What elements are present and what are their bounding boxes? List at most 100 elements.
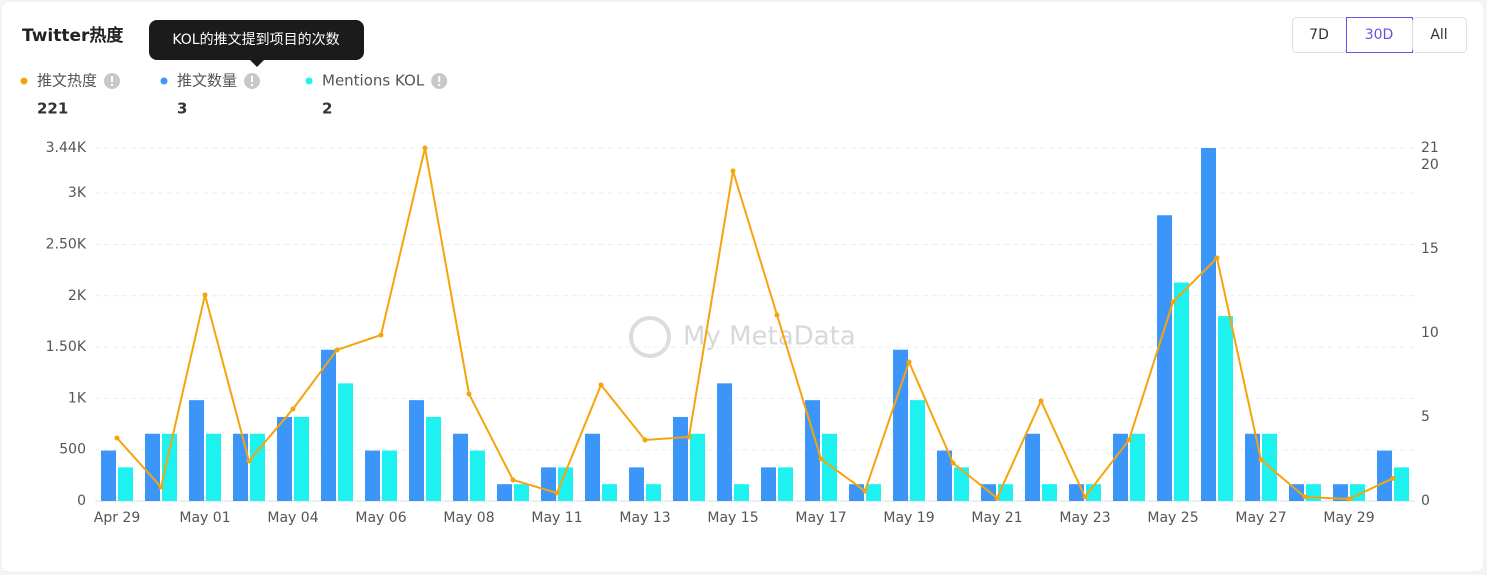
- bar: [1069, 484, 1084, 501]
- range-button-label[interactable]: 7D: [1309, 27, 1329, 43]
- bar: [1130, 433, 1145, 501]
- bar: [470, 450, 485, 501]
- line-point: [1082, 494, 1088, 500]
- bar: [1042, 484, 1057, 501]
- y-tick-label: 1K: [68, 390, 87, 406]
- bar: [602, 484, 617, 501]
- line-point: [1126, 437, 1132, 443]
- bar: [1086, 484, 1101, 501]
- line-point: [774, 312, 780, 318]
- info-icon-mark: [251, 76, 254, 82]
- info-icon-mark: [251, 84, 254, 86]
- y-tick-label: 2.50K: [46, 236, 87, 252]
- bar: [1025, 433, 1040, 501]
- line: [116, 147, 1394, 501]
- bar: [453, 433, 468, 501]
- x-tick-label: May 04: [267, 510, 318, 526]
- bar: [250, 433, 265, 501]
- bar: [1174, 282, 1189, 501]
- line-point: [1170, 299, 1176, 305]
- bar: [937, 450, 952, 501]
- y2-tick-label: 5: [1421, 409, 1430, 425]
- line-point: [818, 456, 824, 462]
- line-point: [1302, 494, 1308, 500]
- y2-tick-label: 20: [1421, 157, 1439, 173]
- bar: [321, 349, 336, 501]
- bar: [717, 383, 732, 501]
- bar: [585, 433, 600, 501]
- bar: [805, 400, 820, 501]
- x-tick-label: May 17: [795, 510, 846, 526]
- bar: [646, 484, 661, 501]
- tooltip-arrow: [250, 60, 264, 67]
- line-point: [378, 332, 384, 338]
- info-icon-mark: [438, 76, 441, 82]
- x-tick-label: Apr 29: [94, 510, 140, 526]
- bar: [514, 484, 529, 501]
- line-point: [1258, 457, 1264, 463]
- range-button[interactable]: [1412, 17, 1467, 53]
- tooltip-box: [149, 20, 364, 60]
- x-tick-label: May 06: [355, 510, 406, 526]
- y-tick-label: 2K: [68, 288, 87, 304]
- line-point: [510, 477, 516, 483]
- line-point: [642, 437, 648, 443]
- x-tick-label: May 15: [707, 510, 758, 526]
- bar: [673, 416, 688, 501]
- bar: [734, 484, 749, 501]
- bar: [778, 467, 793, 501]
- legend-label: 推文热度: [37, 72, 97, 90]
- y-tick-label: 0: [77, 493, 86, 509]
- bar: [690, 433, 705, 501]
- line-point: [598, 382, 604, 388]
- legend-value: 3: [177, 100, 187, 118]
- x-tick-label: May 25: [1147, 510, 1198, 526]
- range-button-label[interactable]: 30D: [1365, 27, 1394, 43]
- bar: [294, 416, 309, 501]
- legend-dot: [160, 77, 168, 85]
- bar: [382, 450, 397, 501]
- watermark: My MetaData: [683, 322, 856, 352]
- bar: [910, 400, 925, 501]
- y-tick-label: 500: [59, 442, 86, 458]
- bar: [1157, 215, 1172, 501]
- line-point: [246, 458, 252, 464]
- x-tick-label: May 27: [1235, 510, 1286, 526]
- line-point: [906, 359, 912, 365]
- x-tick-label: May 01: [179, 510, 230, 526]
- bar: [118, 467, 133, 501]
- bar: [101, 450, 116, 501]
- legend-dot: [20, 77, 28, 85]
- bar: [761, 467, 776, 501]
- bar: [558, 467, 573, 501]
- bar: [1245, 433, 1260, 501]
- bar: [1113, 433, 1128, 501]
- line-point: [862, 488, 868, 494]
- bar: [189, 400, 204, 501]
- legend-value: 2: [322, 100, 332, 118]
- line-point: [202, 292, 208, 298]
- legend-label: Mentions KOL: [322, 72, 425, 90]
- bar: [338, 383, 353, 501]
- bar: [1377, 450, 1392, 501]
- bar: [1333, 484, 1348, 501]
- info-icon-mark: [438, 84, 441, 86]
- bar: [233, 433, 248, 501]
- line-point: [994, 495, 1000, 501]
- chart-title: Twitter热度: [22, 25, 124, 46]
- bar: [206, 433, 221, 501]
- y2-tick-label: 10: [1421, 325, 1439, 341]
- range-button-label[interactable]: All: [1430, 27, 1447, 43]
- line-point: [1346, 496, 1352, 502]
- line-point: [1214, 255, 1220, 261]
- bar: [277, 416, 292, 501]
- bar: [162, 433, 177, 501]
- line-point: [730, 168, 736, 174]
- x-tick-label: May 08: [443, 510, 494, 526]
- tooltip-text: KOL的推文提到项目的次数: [172, 32, 339, 48]
- bar: [426, 416, 441, 501]
- y-tick-label: 3K: [68, 185, 87, 201]
- watermark-logo: [629, 316, 671, 358]
